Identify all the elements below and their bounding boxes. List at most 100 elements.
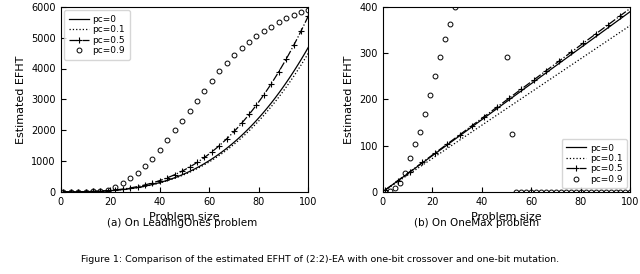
pc=0 [285, 78, 292, 81]
pc=0 [292, 66, 300, 69]
pc=0.9 [186, 110, 193, 113]
pc=0.9 [401, 171, 409, 174]
pc=0.9 [508, 132, 515, 135]
Text: (a) On LeadingOnes problem: (a) On LeadingOnes problem [108, 218, 257, 228]
pc=0.5 [106, 189, 114, 192]
pc=0 [116, 188, 124, 192]
pc=0.9 [522, 190, 530, 193]
pc=0.5 [285, 53, 292, 56]
pc=0.1 [292, 71, 300, 75]
pc=0.1 [428, 157, 436, 160]
pc=0 [508, 96, 515, 100]
pc=0.5 [305, 14, 312, 17]
pc=0.5 [508, 95, 515, 98]
pc=0.9 [74, 190, 82, 193]
pc=0.9 [268, 25, 275, 28]
pc=0 [627, 10, 634, 13]
pc=0.5 [292, 39, 300, 42]
Line: pc=0: pc=0 [63, 47, 308, 192]
pc=0.9 [223, 61, 230, 64]
pc=0.1 [627, 24, 634, 27]
pc=0.9 [592, 190, 600, 193]
pc=0.9 [208, 79, 216, 82]
pc=0 [428, 154, 436, 157]
X-axis label: Problem size: Problem size [149, 212, 220, 222]
pc=0.9 [245, 40, 253, 44]
pc=0 [381, 188, 389, 192]
pc=0.5 [527, 80, 535, 83]
pc=0 [106, 189, 114, 192]
pc=0.9 [60, 190, 67, 193]
pc=0.9 [538, 190, 545, 193]
pc=0.9 [627, 190, 634, 193]
pc=0.9 [104, 188, 112, 191]
pc=0.9 [396, 181, 404, 184]
pc=0.1 [305, 51, 312, 55]
pc=0.5 [60, 190, 67, 193]
pc=0.9 [156, 149, 164, 152]
pc=0.9 [577, 190, 585, 193]
Text: Figure 1: Comparison of the estimated EFHT of (2:2)-EA with one-bit crossover an: Figure 1: Comparison of the estimated EF… [81, 255, 559, 264]
pc=0.9 [391, 187, 399, 190]
Line: pc=0: pc=0 [385, 12, 630, 190]
pc=0.1 [607, 37, 614, 40]
pc=0.9 [572, 190, 580, 193]
pc=0.9 [134, 171, 141, 175]
pc=0.9 [547, 190, 555, 193]
pc=0.9 [513, 190, 520, 193]
Text: (b) On OneMax problem: (b) On OneMax problem [414, 218, 540, 228]
pc=0.9 [297, 10, 305, 14]
pc=0.9 [237, 46, 245, 50]
Legend: pc=0, pc=0.1, pc=0.5, pc=0.9: pc=0, pc=0.1, pc=0.5, pc=0.9 [65, 10, 129, 59]
pc=0.1 [438, 150, 446, 153]
pc=0 [205, 159, 213, 162]
pc=0.1 [381, 189, 389, 192]
pc=0 [305, 45, 312, 49]
pc=0.9 [532, 190, 540, 193]
pc=0.9 [216, 70, 223, 73]
pc=0.9 [411, 142, 419, 145]
pc=0 [607, 24, 614, 28]
pc=0.9 [381, 190, 389, 193]
pc=0.1 [508, 104, 515, 107]
pc=0.9 [260, 30, 268, 33]
pc=0.9 [431, 75, 438, 78]
pc=0.9 [421, 112, 429, 115]
pc=0 [60, 190, 67, 193]
pc=0.9 [441, 38, 449, 41]
pc=0 [186, 170, 193, 173]
Line: pc=0.1: pc=0.1 [385, 25, 630, 190]
pc=0.9 [290, 13, 298, 16]
pc=0.1 [60, 190, 67, 193]
Y-axis label: Estimated EFHT: Estimated EFHT [344, 55, 354, 144]
pc=0.9 [82, 190, 90, 193]
pc=0.5 [116, 188, 124, 191]
pc=0.9 [587, 190, 595, 193]
pc=0.1 [527, 90, 535, 94]
pc=0.9 [111, 185, 119, 189]
pc=0.9 [612, 190, 620, 193]
pc=0.9 [607, 190, 614, 193]
pc=0 [614, 19, 622, 22]
pc=0.1 [116, 188, 124, 192]
pc=0.9 [193, 99, 201, 102]
pc=0.9 [163, 138, 171, 142]
Line: pc=0.9: pc=0.9 [61, 7, 311, 194]
pc=0.9 [582, 190, 589, 193]
pc=0.9 [171, 129, 179, 132]
pc=0.9 [253, 35, 260, 38]
pc=0.9 [67, 190, 74, 193]
pc=0.9 [179, 119, 186, 123]
pc=0.9 [126, 177, 134, 180]
Line: pc=0.5: pc=0.5 [60, 13, 312, 195]
pc=0.1 [205, 160, 213, 164]
pc=0.5 [614, 16, 622, 19]
pc=0.9 [148, 157, 156, 161]
pc=0.1 [186, 171, 193, 174]
pc=0.9 [527, 190, 535, 193]
pc=0.9 [621, 190, 629, 193]
pc=0 [438, 147, 446, 150]
pc=0.9 [451, 5, 458, 9]
pc=0.9 [97, 189, 104, 192]
pc=0.9 [562, 190, 570, 193]
